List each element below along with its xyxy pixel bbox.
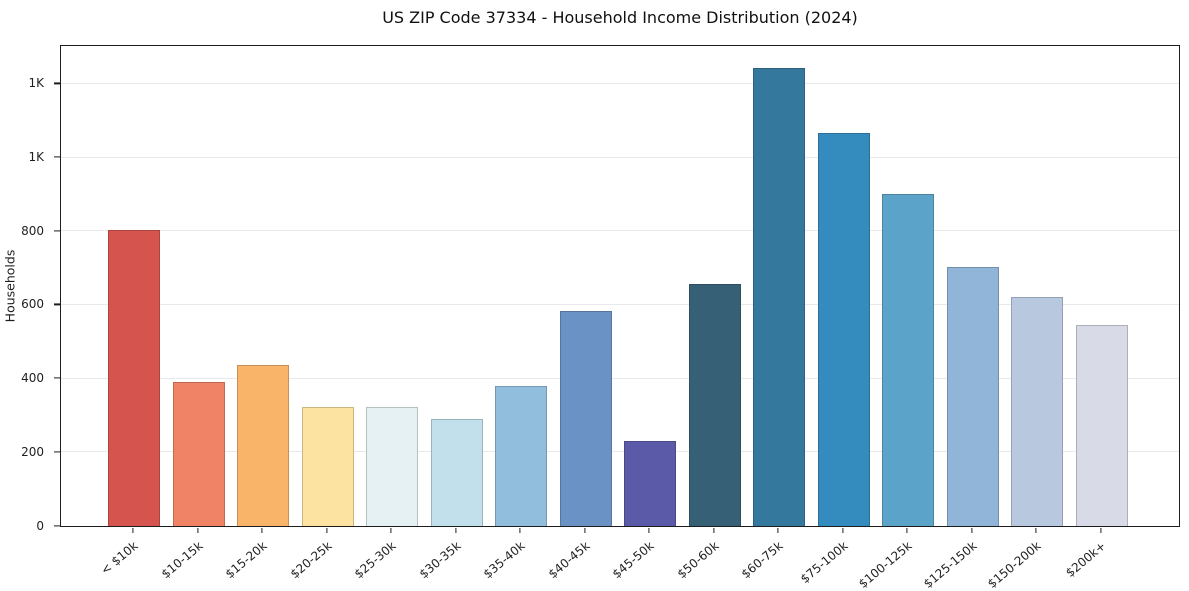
bar--100-125k bbox=[882, 194, 934, 526]
y-tick-label: 1K bbox=[28, 150, 44, 165]
plot-area bbox=[60, 45, 1180, 527]
x-tick-mark bbox=[1099, 528, 1102, 533]
x-tick-mark bbox=[648, 528, 650, 533]
x-tick-label: $150-200k bbox=[984, 538, 1044, 591]
y-tick-label: 600 bbox=[21, 297, 44, 312]
bar--75-100k bbox=[817, 133, 870, 526]
y-tick-mark bbox=[54, 82, 60, 84]
x-tick-mark bbox=[1035, 528, 1037, 533]
x-tick-label: $30-35k bbox=[416, 538, 463, 582]
bar--20-25k bbox=[301, 406, 354, 526]
x-tick-label: $50-60k bbox=[674, 538, 721, 582]
x-tick-mark bbox=[390, 528, 392, 533]
y-axis: 0 200 400 600 800 1K 1K bbox=[0, 45, 60, 533]
bar--25-30k bbox=[366, 407, 418, 526]
bar--150-200k bbox=[1011, 296, 1063, 526]
gridline bbox=[61, 377, 1179, 379]
bar--60-75k bbox=[753, 68, 805, 526]
y-tick-label: 1K bbox=[28, 76, 44, 91]
x-tick-mark bbox=[906, 528, 908, 533]
gridline bbox=[61, 156, 1179, 158]
y-tick-mark bbox=[54, 377, 60, 379]
x-tick-mark bbox=[325, 528, 328, 533]
x-axis: < $10k $10-15k $15-20k $20-25k $25-30k $30-35… bbox=[60, 527, 1180, 591]
x-tick-mark bbox=[132, 528, 134, 533]
y-tick-label: 400 bbox=[21, 371, 44, 386]
y-tick-label: 0 bbox=[36, 518, 44, 533]
x-tick-mark bbox=[583, 528, 586, 533]
x-tick-mark bbox=[196, 528, 199, 533]
x-tick-mark bbox=[519, 528, 521, 533]
x-tick-label: $10-15k bbox=[158, 538, 205, 582]
x-tick-mark bbox=[261, 528, 263, 533]
x-tick-label: $35-40k bbox=[480, 538, 528, 582]
chart-title: US ZIP Code 37334 - Household Income Dis… bbox=[382, 8, 858, 27]
x-tick-label: $60-75k bbox=[738, 538, 786, 582]
x-tick-label: $25-30k bbox=[351, 538, 399, 582]
x-tick-label: $40-45k bbox=[545, 538, 592, 582]
x-tick-label: $200k+ bbox=[1062, 538, 1108, 580]
x-tick-label: $125-150k bbox=[920, 538, 979, 591]
y-tick-mark bbox=[54, 451, 60, 453]
bar--45-50k bbox=[624, 440, 676, 526]
bar--200k+ bbox=[1075, 324, 1128, 526]
x-tick-mark bbox=[841, 528, 844, 533]
bar--40-45k bbox=[559, 311, 612, 526]
x-tick-mark bbox=[712, 528, 715, 533]
bar--35-40k bbox=[495, 386, 547, 526]
gridline bbox=[61, 230, 1179, 232]
bar--125-150k bbox=[946, 266, 999, 526]
bar--30-35k bbox=[430, 418, 483, 526]
x-tick-label: $45-50k bbox=[609, 538, 657, 582]
x-tick-label: $100-125k bbox=[855, 538, 915, 591]
x-tick-label: $20-25k bbox=[287, 538, 334, 582]
gridline bbox=[61, 451, 1179, 453]
bar--50-60k bbox=[688, 283, 741, 526]
y-tick-label: 800 bbox=[21, 223, 44, 238]
bar--10-15k bbox=[172, 382, 225, 526]
x-tick-mark bbox=[777, 528, 779, 533]
x-tick-label: $75-100k bbox=[797, 538, 850, 587]
bar--10k bbox=[108, 230, 160, 526]
x-tick-label: < $10k bbox=[97, 538, 141, 578]
gridline bbox=[61, 303, 1179, 305]
x-tick-mark bbox=[454, 528, 457, 533]
y-tick-mark bbox=[54, 303, 60, 306]
x-tick-label: $15-20k bbox=[222, 538, 270, 582]
gridline bbox=[61, 82, 1179, 84]
y-tick-label: 200 bbox=[21, 444, 44, 459]
bar--15-20k bbox=[237, 364, 289, 526]
y-tick-mark bbox=[54, 230, 60, 232]
y-tick-mark bbox=[54, 156, 60, 158]
x-tick-mark bbox=[970, 528, 973, 533]
y-tick-mark bbox=[54, 524, 60, 527]
